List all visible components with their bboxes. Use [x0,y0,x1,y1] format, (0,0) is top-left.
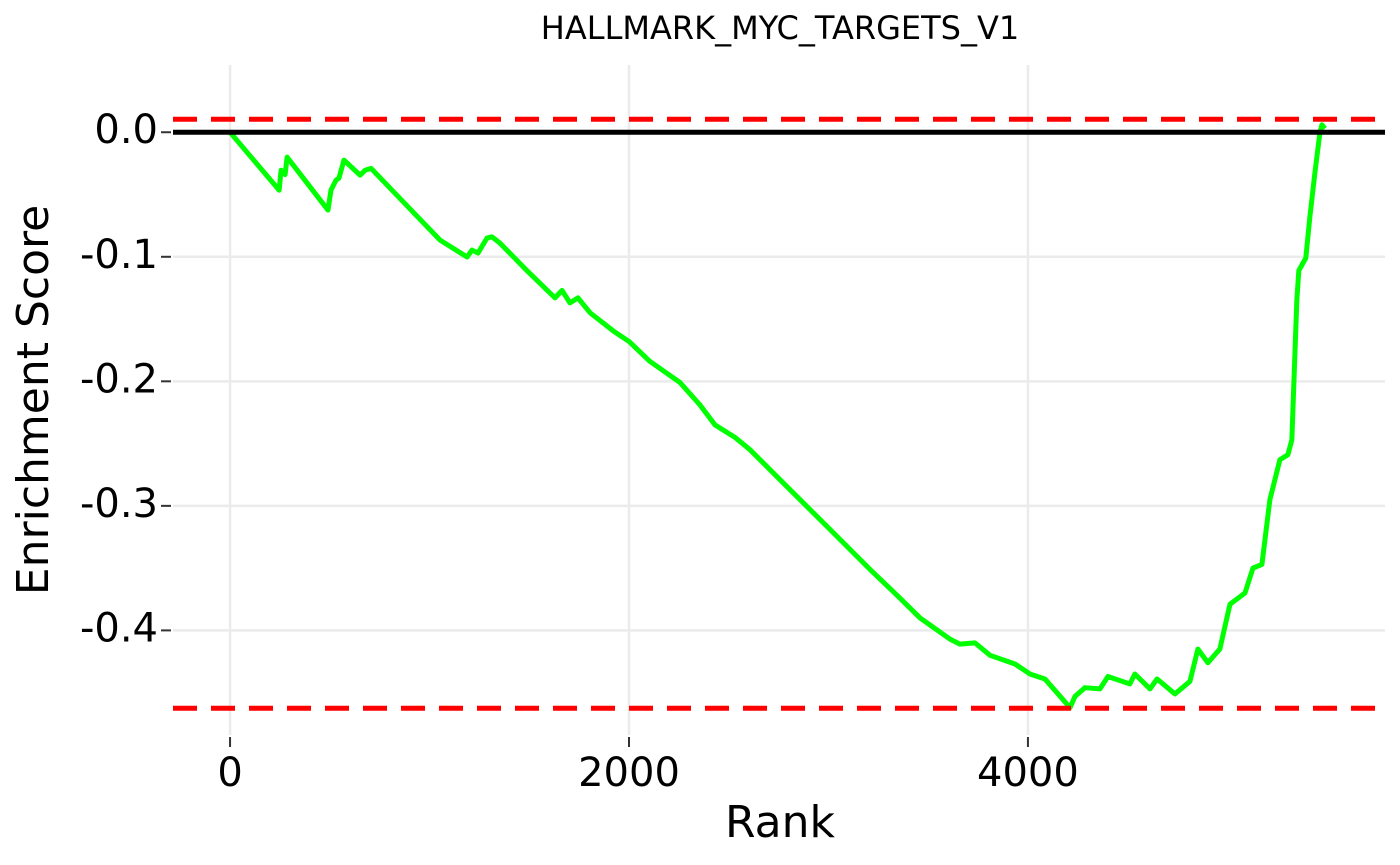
x-tick-label: 4000 [977,750,1079,796]
x-tick-label: 2000 [578,750,680,796]
y-axis-title: Enrichment Score [8,205,59,595]
y-tick-label: 0.0 [94,107,158,153]
x-axis-title: Rank [725,797,835,848]
chart-title: HALLMARK_MYC_TARGETS_V1 [541,9,1019,47]
y-tick-label: -0.2 [80,356,158,402]
y-tick-label: -0.3 [80,481,158,527]
es-line [228,122,1327,711]
y-tick-label: -0.4 [80,605,158,651]
y-tick-label: -0.1 [80,232,158,278]
x-tick-label: 0 [217,750,242,796]
